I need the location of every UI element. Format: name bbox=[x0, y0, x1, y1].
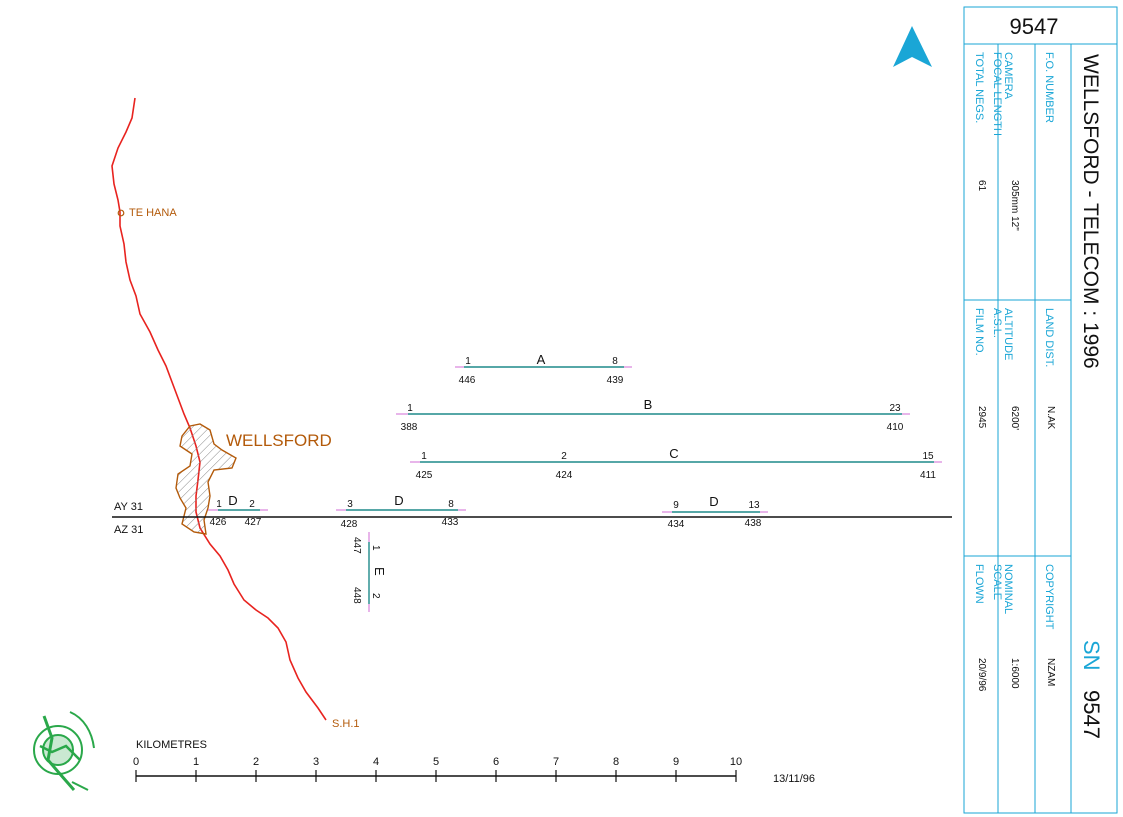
run-mid-label: 2 bbox=[561, 451, 567, 462]
run-start-label: 1 bbox=[216, 499, 222, 510]
run-end-label: 8 bbox=[448, 499, 454, 510]
flown-value: 20/9/96 bbox=[976, 658, 987, 692]
run-name: C bbox=[669, 446, 678, 461]
scale-tick-label: 8 bbox=[613, 756, 619, 768]
scale-tick-label: 0 bbox=[133, 756, 139, 768]
run-a: A 1 8 446 439 bbox=[455, 352, 632, 386]
film-no-value: 2945 bbox=[976, 406, 987, 429]
run-start-frame: 426 bbox=[210, 517, 227, 528]
run-end-frame: 411 bbox=[920, 470, 936, 481]
run-d-segment-1: D 1 2 426 427 bbox=[208, 493, 268, 528]
te-hana-label: TE HANA bbox=[129, 207, 177, 219]
camera-value: 305mm 12" bbox=[1009, 180, 1020, 231]
run-end-label: 2 bbox=[249, 499, 255, 510]
run-end-label: 15 bbox=[922, 451, 934, 462]
run-start-label: 9 bbox=[673, 500, 679, 511]
nz-aerial-mapping-logo-icon bbox=[33, 711, 95, 791]
run-name: B bbox=[644, 397, 653, 412]
copyright-label: COPYRIGHT bbox=[1043, 564, 1055, 630]
scale-bar-label: KILOMETRES bbox=[136, 739, 207, 751]
scale-tick-label: 5 bbox=[433, 756, 439, 768]
run-e: E 1 2 447 448 bbox=[351, 532, 387, 612]
run-end-label: 8 bbox=[612, 356, 618, 367]
total-negs-label: TOTAL NEGS. bbox=[973, 52, 985, 123]
info-panel bbox=[963, 6, 1118, 814]
run-name: E bbox=[372, 567, 387, 576]
run-name: A bbox=[537, 352, 546, 367]
flown-label: FLOWN bbox=[973, 564, 985, 604]
nominal-scale-value: 1:6000 bbox=[1009, 658, 1020, 689]
run-mid-frame: 424 bbox=[556, 470, 573, 481]
run-end-frame: 438 bbox=[745, 518, 762, 529]
run-end-frame: 410 bbox=[887, 422, 904, 433]
altitude-label: ALTITUDE A.S.L. bbox=[991, 308, 1014, 363]
fo-number-label: F.O. NUMBER bbox=[1043, 52, 1055, 123]
film-no-label: FILM NO. bbox=[973, 308, 985, 356]
map-date: 13/11/96 bbox=[773, 773, 815, 785]
az31-label: AZ 31 bbox=[114, 524, 143, 536]
scale-tick-label: 4 bbox=[373, 756, 379, 768]
run-start-label: 1 bbox=[407, 403, 413, 414]
camera-label: CAMERA FOCAL LENGTH bbox=[991, 52, 1014, 136]
land-dist-label: LAND DIST. bbox=[1043, 308, 1055, 367]
run-b: B 1 23 388 410 bbox=[396, 397, 910, 433]
north-arrow-icon bbox=[893, 26, 932, 67]
scale-tick-label: 1 bbox=[193, 756, 199, 768]
run-start-frame: 428 bbox=[341, 519, 358, 530]
run-d-segment-3: D 9 13 434 438 bbox=[662, 494, 768, 530]
wellsford-town-area bbox=[175, 423, 237, 535]
north-label: N bbox=[909, 63, 916, 73]
run-start-frame: 425 bbox=[416, 470, 433, 481]
run-start-frame: 446 bbox=[459, 375, 476, 386]
map-title: WELLSFORD - TELECOM : 1996 bbox=[1079, 54, 1102, 369]
run-end-label: 2 bbox=[370, 593, 381, 599]
run-end-label: 23 bbox=[889, 403, 901, 414]
sn-label: SN bbox=[1079, 640, 1104, 671]
scale-tick-label: 10 bbox=[730, 756, 742, 768]
run-start-label: 1 bbox=[421, 451, 427, 462]
scale-tick-label: 2 bbox=[253, 756, 259, 768]
sn-number: 9547 bbox=[1079, 690, 1104, 739]
scale-tick-label: 7 bbox=[553, 756, 559, 768]
wellsford-label: WELLSFORD bbox=[226, 431, 332, 450]
run-end-frame: 448 bbox=[351, 587, 362, 604]
total-negs-value: 61 bbox=[976, 180, 987, 192]
run-d-segment-2: D 3 8 428 433 bbox=[336, 493, 466, 530]
ay31-label: AY 31 bbox=[114, 501, 143, 513]
run-end-frame: 439 bbox=[607, 375, 624, 386]
run-start-frame: 388 bbox=[401, 422, 418, 433]
altitude-value: 6200' bbox=[1009, 406, 1020, 430]
sh1-label: S.H.1 bbox=[332, 718, 360, 730]
nominal-scale-label: NOMINAL SCALE bbox=[991, 564, 1014, 617]
sheet-number: 9547 bbox=[1010, 14, 1059, 39]
run-start-label: 1 bbox=[465, 356, 471, 367]
run-start-frame: 447 bbox=[351, 537, 362, 554]
run-end-label: 13 bbox=[748, 500, 760, 511]
land-dist-value: N.AK bbox=[1045, 406, 1056, 430]
run-name: D bbox=[228, 493, 237, 508]
scale-tick-label: 6 bbox=[493, 756, 499, 768]
run-name: D bbox=[709, 494, 718, 509]
scale-tick-label: 3 bbox=[313, 756, 319, 768]
run-name: D bbox=[394, 493, 403, 508]
copyright-value: NZAM bbox=[1045, 658, 1056, 686]
run-start-label: 1 bbox=[370, 545, 381, 551]
run-start-frame: 434 bbox=[668, 519, 685, 530]
run-end-frame: 433 bbox=[442, 517, 459, 528]
te-hana-marker bbox=[117, 209, 125, 217]
state-highway-road bbox=[111, 97, 327, 721]
scale-bar: 0 1 2 3 4 5 6 7 8 9 10 bbox=[133, 756, 742, 782]
run-end-frame: 427 bbox=[245, 517, 262, 528]
run-c: C 1 2 15 425 424 411 bbox=[410, 446, 942, 481]
run-start-label: 3 bbox=[347, 499, 353, 510]
scale-tick-label: 9 bbox=[673, 756, 679, 768]
